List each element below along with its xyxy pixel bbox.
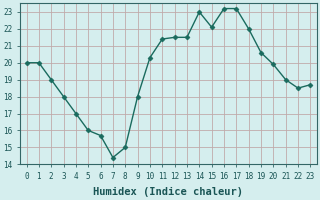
X-axis label: Humidex (Indice chaleur): Humidex (Indice chaleur) — [93, 186, 244, 197]
